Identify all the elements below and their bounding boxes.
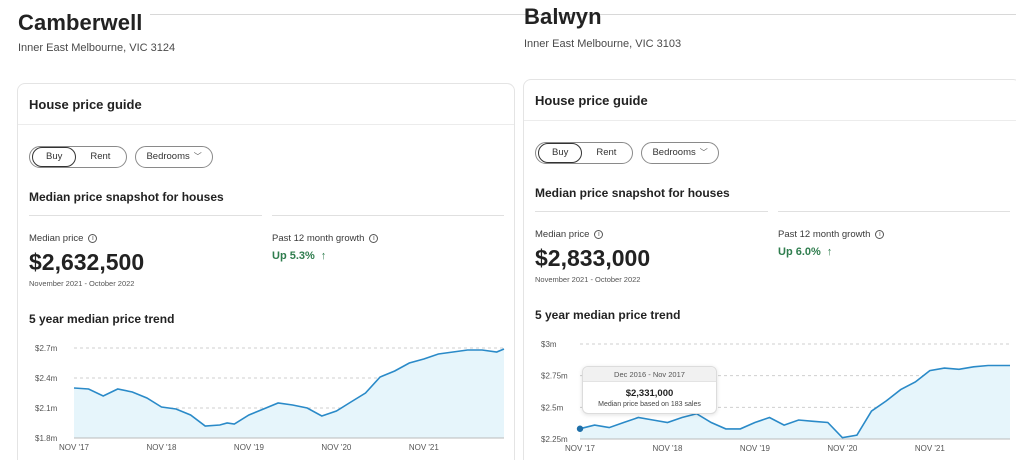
snapshot-rule-right [778, 211, 1010, 212]
info-icon[interactable]: i [88, 234, 98, 243]
series-area [580, 365, 1010, 439]
y-tick-label: $2.1m [35, 404, 58, 413]
info-icon[interactable]: i [594, 230, 604, 239]
series-area [74, 349, 504, 438]
median-price-label-text: Median price [29, 233, 84, 244]
x-tick-label: NOV '17 [565, 444, 596, 453]
card-divider [18, 124, 514, 125]
x-tick-label: NOV '19 [740, 444, 771, 453]
buy-button[interactable]: Buy [538, 143, 583, 163]
rent-button[interactable]: Rent [596, 147, 617, 158]
suburb-title: Camberwell [18, 10, 143, 35]
arrow-up-icon: ↑ [826, 246, 833, 258]
buy-rent-toggle: Buy Rent [29, 146, 128, 168]
card-divider [524, 120, 1016, 121]
price-period: November 2021 - October 2022 [535, 275, 641, 284]
tooltip-price: $2,331,000 [625, 388, 674, 399]
card-title: House price guide [535, 93, 648, 108]
growth-value: Up 5.3% ↑ [272, 250, 326, 262]
arrow-up-icon: ↑ [320, 250, 327, 262]
bedrooms-dropdown[interactable]: Bedrooms ﹀ [641, 142, 719, 164]
chevron-down-icon: ﹀ [193, 152, 202, 161]
x-tick-label: NOV '20 [321, 443, 352, 452]
bedrooms-label: Bedrooms [146, 151, 190, 162]
x-tick-label: NOV '21 [409, 443, 440, 452]
snapshot-rule-left [535, 211, 768, 212]
median-price-label-text: Median price [535, 229, 590, 240]
info-icon[interactable]: i [369, 234, 379, 243]
toggle-row: Buy Rent Bedrooms ﹀ [29, 146, 213, 168]
suburb-region: Inner East Melbourne, VIC 3103 [524, 38, 682, 50]
buy-rent-toggle: Buy Rent [535, 142, 634, 164]
growth-label: Past 12 month growth i [272, 233, 379, 244]
median-price-label: Median price i [535, 229, 604, 240]
growth-label-text: Past 12 month growth [778, 229, 871, 240]
median-price-value: $2,833,000 [535, 245, 651, 271]
series-line [579, 364, 1010, 439]
bedrooms-dropdown[interactable]: Bedrooms ﹀ [135, 146, 213, 168]
tooltip-note: Median price based on 183 sales [598, 401, 701, 408]
y-tick-label: $1.8m [35, 434, 58, 443]
y-tick-label: $3m [541, 340, 557, 349]
y-tick-label: $2.5m [541, 403, 564, 412]
growth-label: Past 12 month growth i [778, 229, 885, 240]
price-guide-card: House price guide Buy Rent Bedrooms ﹀ Me… [17, 83, 515, 460]
snapshot-title: Median price snapshot for houses [535, 186, 730, 200]
median-price-value: $2,632,500 [29, 249, 145, 275]
rent-button[interactable]: Rent [90, 151, 111, 162]
suburb-region: Inner East Melbourne, VIC 3124 [18, 42, 176, 54]
growth-label-text: Past 12 month growth [272, 233, 365, 244]
bedrooms-label: Bedrooms [652, 147, 696, 158]
snapshot-rule-left [29, 215, 262, 216]
trend-title: 5 year median price trend [29, 312, 175, 326]
toggle-row: Buy Rent Bedrooms ﹀ [535, 142, 719, 164]
x-tick-label: NOV '19 [234, 443, 265, 452]
price-tooltip: Dec 2016 - Nov 2017 $2,331,000 Median pr… [582, 366, 717, 414]
x-tick-label: NOV '17 [59, 443, 90, 452]
growth-value: Up 6.0% ↑ [778, 246, 832, 258]
snapshot-rule-right [272, 215, 504, 216]
x-tick-label: NOV '18 [652, 444, 683, 453]
chevron-down-icon: ﹀ [699, 148, 708, 157]
y-tick-label: $2.25m [541, 435, 568, 444]
series-line [73, 348, 505, 427]
price-trend-chart: $3m $2.75m $2.5m $2.25m NOV '17 NOV '18 NOV '1… [524, 334, 1016, 459]
suburb-title: Balwyn [524, 4, 602, 29]
buy-button[interactable]: Buy [32, 147, 77, 167]
growth-value-text: Up 6.0% [778, 246, 821, 258]
y-tick-label: $2.4m [35, 374, 58, 383]
median-price-label: Median price i [29, 233, 98, 244]
x-tick-label: NOV '18 [146, 443, 177, 452]
card-title: House price guide [29, 97, 142, 112]
trend-title: 5 year median price trend [535, 308, 681, 322]
snapshot-title: Median price snapshot for houses [29, 190, 224, 204]
highlight-point [576, 425, 584, 432]
price-period: November 2021 - October 2022 [29, 279, 135, 288]
tooltip-period: Dec 2016 - Nov 2017 [583, 367, 716, 382]
x-tick-label: NOV '21 [915, 444, 946, 453]
y-tick-label: $2.7m [35, 344, 58, 353]
top-divider [150, 14, 1016, 15]
info-icon[interactable]: i [875, 230, 885, 239]
price-guide-card: House price guide Buy Rent Bedrooms ﹀ Me… [523, 79, 1016, 460]
x-tick-label: NOV '20 [827, 444, 858, 453]
y-tick-label: $2.75m [541, 372, 568, 381]
growth-value-text: Up 5.3% [272, 250, 315, 262]
price-trend-chart: $2.7m $2.4m $2.1m $1.8m NOV '17 NOV '18 NOV '1… [18, 338, 514, 458]
